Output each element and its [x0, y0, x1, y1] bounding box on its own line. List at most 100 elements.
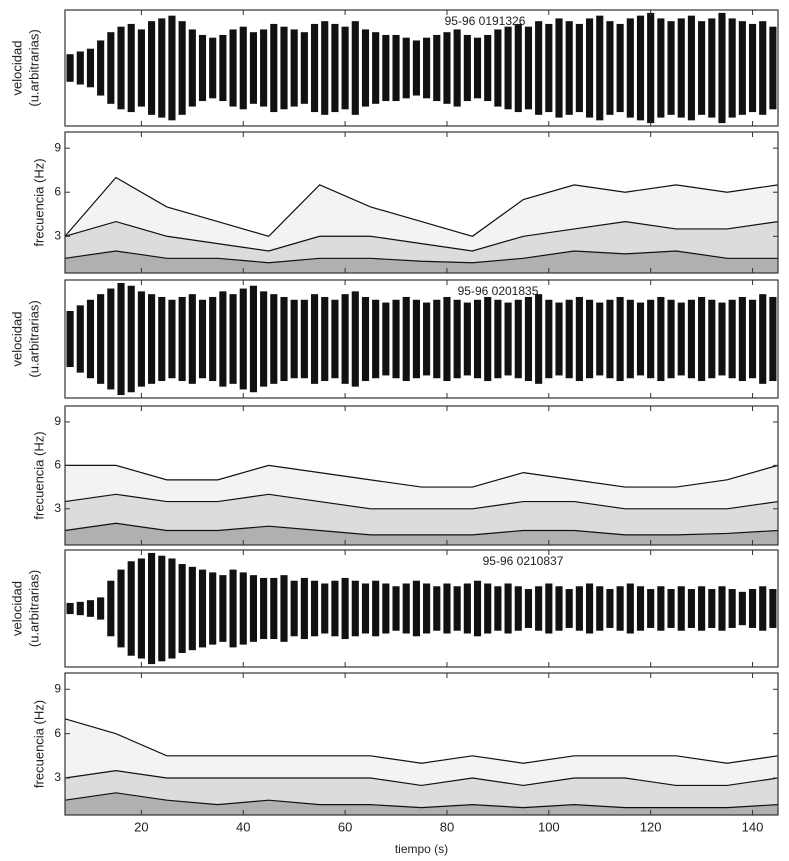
trace-segment: [382, 302, 390, 376]
trace-segment: [606, 589, 614, 628]
trace-segment: [178, 564, 186, 653]
trace-segment: [453, 586, 461, 631]
trace-segment: [443, 296, 451, 382]
trace-segment: [412, 580, 420, 637]
trace-segment: [657, 296, 665, 382]
trace-segment: [361, 29, 370, 107]
trace-segment: [596, 302, 604, 376]
trace-segment: [219, 34, 227, 102]
trace-segment: [310, 294, 319, 384]
trace-segment: [168, 299, 176, 379]
trace-segment: [484, 583, 492, 634]
trace-segment: [647, 299, 655, 379]
trace-segment: [280, 26, 288, 110]
trace-segment: [463, 302, 471, 376]
trace-segment: [66, 310, 74, 368]
contour-line: [64, 770, 779, 787]
trace-segment: [433, 299, 441, 379]
trace-segment: [473, 37, 482, 99]
trace-segment: [575, 23, 583, 113]
trace-segment: [596, 586, 604, 631]
trace-segment: [708, 299, 716, 379]
trace-segment: [209, 296, 217, 382]
trace-segment: [524, 589, 533, 628]
trace-segment: [280, 296, 288, 382]
trace-segment: [738, 21, 746, 115]
trace-segment: [148, 552, 156, 665]
trace-segment: [667, 21, 675, 115]
trace-segment: [97, 597, 105, 620]
trace-segment: [86, 48, 95, 88]
trace-segment: [728, 299, 736, 379]
trace-segment: [137, 558, 145, 659]
trace-segment: [188, 29, 196, 107]
trace-segment: [545, 299, 553, 379]
trace-segment: [158, 296, 166, 382]
trace-segment: [219, 291, 227, 387]
contour-line: [64, 792, 779, 809]
trace-segment: [484, 296, 492, 382]
trace-segment: [178, 296, 186, 382]
trace-segment: [616, 23, 624, 113]
trace-segment: [606, 21, 614, 115]
trace-segment: [361, 296, 370, 382]
trace-segment: [545, 583, 553, 634]
x-tick-label: 140: [742, 819, 764, 834]
trace-segment: [402, 37, 410, 99]
trace-segment: [229, 29, 237, 107]
trace-segment: [321, 21, 329, 115]
trace-segment: [148, 21, 156, 115]
trace-segment: [127, 23, 135, 113]
trace-segment: [524, 26, 533, 110]
trace-segment: [260, 577, 268, 640]
trace-segment: [504, 26, 512, 110]
x-tick-label: 80: [440, 819, 454, 834]
trace-segment: [636, 586, 645, 631]
annotation: 95-96 0210837: [483, 554, 564, 568]
trace-segment: [198, 569, 207, 648]
trace-segment: [423, 583, 431, 634]
y-tick-label: 3: [54, 501, 61, 515]
trace-segment: [657, 586, 665, 631]
trace-segment: [443, 32, 451, 104]
trace-segment: [759, 586, 767, 631]
trace-segment: [585, 299, 594, 379]
trace-segment: [392, 299, 400, 379]
y-axis-label: velocidad: [9, 312, 24, 367]
trace-segment: [514, 299, 522, 379]
y-tick-label: 6: [54, 184, 61, 198]
trace-segment: [555, 586, 563, 631]
trace-segment: [698, 21, 706, 115]
trace-segment: [667, 589, 675, 628]
trace-segment: [718, 302, 726, 376]
panel-frame: [64, 9, 779, 127]
trace-segment: [270, 577, 278, 640]
trace-segment: [260, 29, 268, 107]
trace-segment: [718, 586, 726, 631]
trace-segment: [748, 589, 757, 628]
trace-segment: [606, 299, 614, 379]
trace-segment: [331, 299, 339, 379]
trace-segment: [708, 589, 716, 628]
trace-segment: [738, 591, 746, 626]
trace-segment: [209, 37, 217, 99]
trace-segment: [117, 26, 125, 110]
trace-segment: [433, 586, 441, 631]
trace-segment: [443, 583, 451, 634]
y-axis-label: velocidad: [9, 41, 24, 96]
trace-segment: [463, 583, 471, 634]
trace-segment: [535, 294, 543, 384]
trace-segment: [341, 577, 349, 640]
y-tick-label: 9: [54, 681, 61, 695]
contour-line: [65, 464, 779, 488]
panel-frame: [64, 549, 779, 668]
trace-segment: [290, 580, 298, 637]
trace-segment: [524, 296, 533, 382]
trace-segment: [677, 302, 685, 376]
trace-segment: [677, 586, 685, 631]
trace-segment: [178, 21, 186, 115]
trace-segment: [412, 40, 420, 96]
x-tick-label: 40: [236, 819, 250, 834]
